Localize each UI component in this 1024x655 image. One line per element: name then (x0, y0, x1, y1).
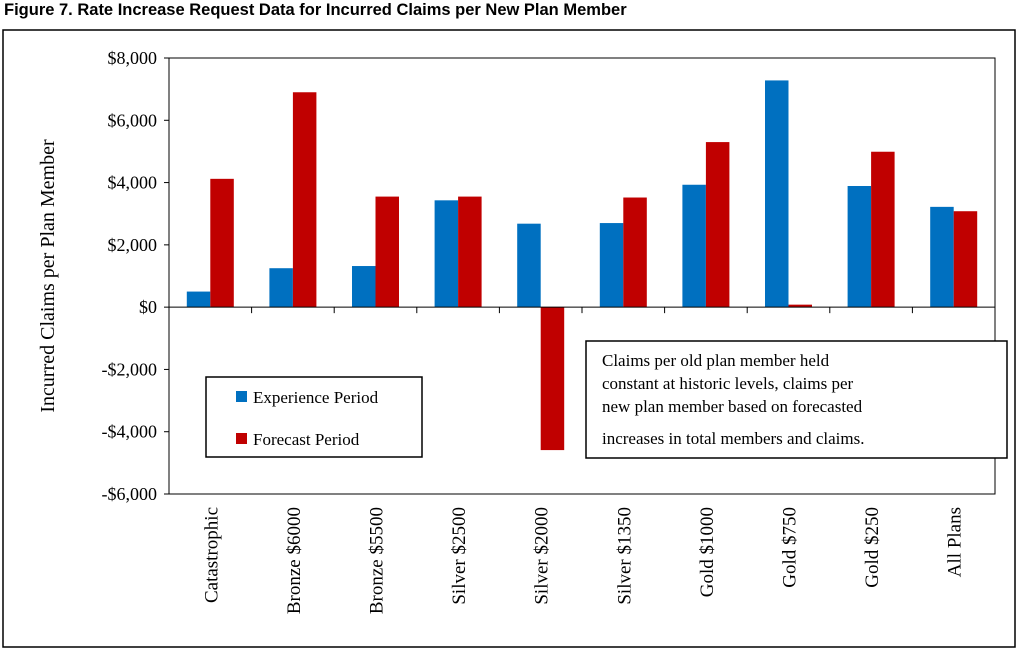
bar-forecast-period-silver-1350 (623, 197, 647, 308)
bar-forecast-period-all-plans (953, 211, 978, 308)
y-tick-label: -$6,000 (102, 484, 158, 504)
y-axis-title: Incurred Claims per Plan Member (37, 139, 59, 413)
legend-swatch-experience-period (236, 391, 247, 402)
bar-experience-period-silver-2000 (517, 223, 541, 308)
x-tick-label-silver-1350: Silver $1350 (614, 507, 635, 605)
bar-experience-period-gold-1000 (682, 184, 706, 308)
legend-swatch-forecast-period (236, 433, 247, 444)
bar-experience-period-gold-750 (765, 80, 789, 308)
x-tick-label-gold-750: Gold $750 (780, 507, 801, 588)
x-tick-label-bronze-5500: Bronze $5500 (367, 507, 388, 614)
bar-forecast-period-gold-750 (788, 304, 812, 308)
y-tick-label: -$4,000 (102, 422, 158, 442)
bar-experience-period-silver-1350 (599, 223, 624, 308)
y-tick-label: $2,000 (108, 235, 158, 255)
bar-experience-period-bronze-5500 (352, 266, 376, 308)
legend: Experience Period Forecast Period (205, 376, 423, 458)
bar-forecast-period-gold-250 (871, 151, 895, 308)
legend-label-experience-period: Experience Period (253, 388, 379, 407)
y-tick-label: -$2,000 (102, 359, 158, 379)
x-tick-label-catastrophic: Catastrophic (201, 507, 222, 603)
bar-experience-period-catastrophic (186, 291, 211, 308)
annotation-line-3: new plan member based on forecasted (602, 397, 863, 416)
bar-forecast-period-bronze-6000 (292, 92, 317, 308)
x-tick-label-gold-250: Gold $250 (862, 507, 883, 588)
legend-label-forecast-period: Forecast Period (253, 430, 360, 449)
y-tick-label: $0 (139, 297, 157, 317)
bar-experience-period-all-plans (930, 206, 954, 308)
x-tick-label-all-plans: All Plans (945, 507, 966, 577)
y-tick-label: $4,000 (108, 173, 158, 193)
bar-forecast-period-bronze-5500 (375, 196, 399, 308)
annotation-line-1: Claims per old plan member held (602, 351, 830, 370)
figure-title: Figure 7. Rate Increase Request Data for… (4, 1, 627, 19)
x-tick-label-bronze-6000: Bronze $6000 (284, 507, 305, 614)
bar-forecast-period-gold-1000 (705, 142, 730, 308)
bar-forecast-period-silver-2500 (458, 196, 482, 308)
x-tick-label-silver-2500: Silver $2500 (449, 507, 470, 605)
annotation-line-4: increases in total members and claims. (602, 429, 864, 448)
annotation-line-2: constant at historic levels, claims per (602, 374, 853, 393)
y-tick-label: $6,000 (108, 110, 158, 130)
y-tick-label: $8,000 (108, 48, 158, 68)
bar-forecast-period-catastrophic (210, 178, 234, 308)
x-tick-label-gold-1000: Gold $1000 (697, 507, 718, 597)
bar-forecast-period-silver-2000 (540, 307, 565, 451)
bar-experience-period-silver-2500 (434, 200, 459, 308)
annotation-box: Claims per old plan member held constant… (585, 340, 1008, 459)
bar-experience-period-bronze-6000 (269, 268, 293, 308)
bar-experience-period-gold-250 (847, 186, 872, 308)
x-tick-label-silver-2000: Silver $2000 (532, 507, 553, 605)
